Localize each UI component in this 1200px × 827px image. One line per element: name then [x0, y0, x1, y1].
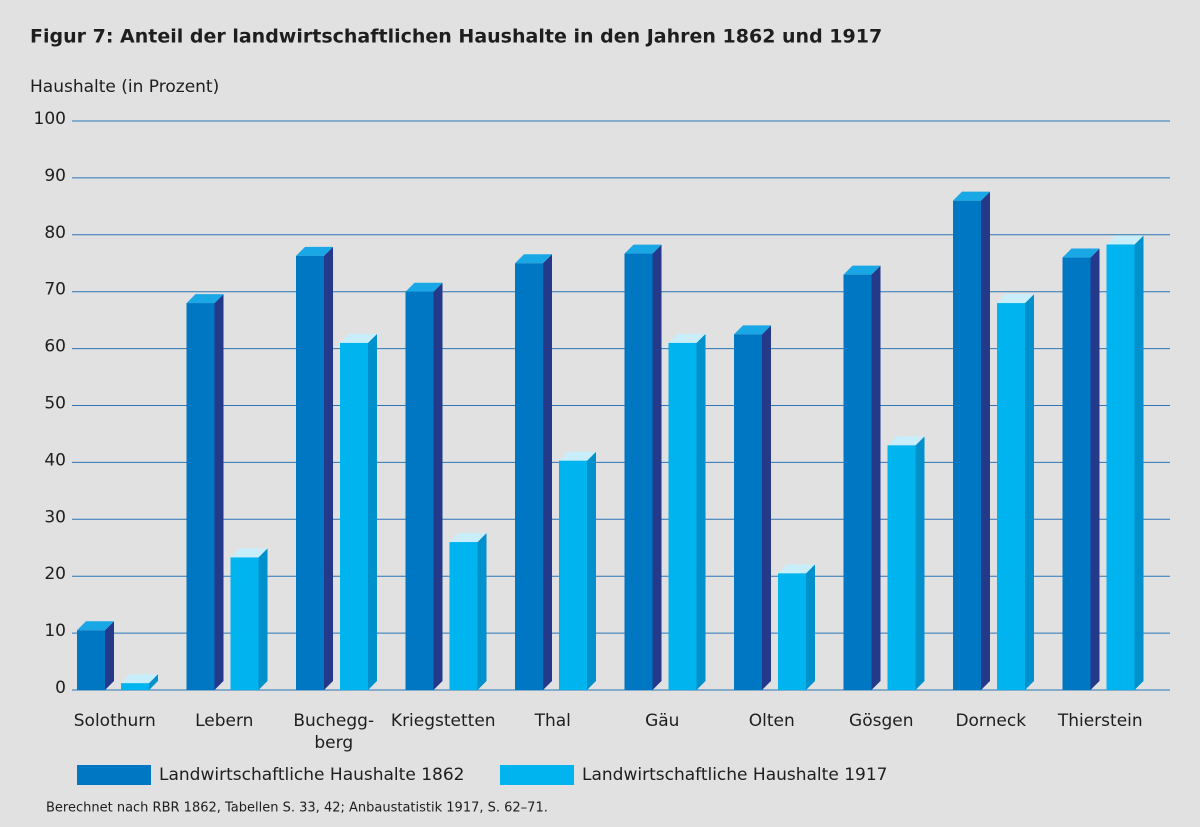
bar	[887, 445, 916, 690]
bar-top	[887, 436, 925, 446]
bar-top	[340, 333, 377, 343]
bar-side	[543, 254, 552, 690]
bar	[559, 460, 587, 690]
bar-side	[477, 533, 487, 690]
x-tick-label: Gösgen	[849, 711, 913, 731]
x-tick-label: Thierstein	[1057, 711, 1143, 731]
x-tick-label: Kriegstetten	[391, 711, 496, 731]
bar-top	[778, 564, 815, 574]
bar	[230, 557, 259, 690]
bar-side	[1025, 294, 1034, 690]
bar	[1062, 257, 1091, 690]
bar-side	[915, 436, 925, 690]
bar-side	[214, 294, 224, 690]
bar	[449, 542, 478, 690]
bar-side	[105, 621, 114, 690]
bar-side	[652, 244, 662, 690]
bar-top	[997, 294, 1034, 304]
x-tick-label: Olten	[749, 711, 795, 731]
y-tick-label: 50	[44, 394, 66, 414]
bar-top	[668, 333, 706, 343]
x-tick-label: Thal	[534, 711, 571, 731]
bar-top	[559, 451, 596, 461]
bar	[668, 342, 697, 690]
bar	[186, 303, 215, 690]
bar	[734, 334, 762, 690]
bar-top	[77, 621, 114, 631]
bar-side	[1134, 235, 1144, 690]
bar	[843, 274, 872, 690]
legend-swatch	[500, 765, 574, 785]
bar	[296, 255, 324, 690]
source-note: Berechnet nach RBR 1862, Tabellen S. 33,…	[46, 801, 548, 816]
bar	[997, 303, 1025, 690]
y-tick-label: 30	[44, 507, 66, 527]
x-tick-label: Solothurn	[74, 711, 156, 731]
bar-top	[1062, 248, 1100, 258]
x-tick-label: Dorneck	[955, 711, 1026, 731]
bar	[405, 291, 434, 690]
bar-side	[433, 282, 443, 690]
bar-top	[449, 533, 487, 543]
bar-side	[587, 451, 596, 690]
bar-top	[843, 265, 881, 275]
bar-top	[121, 674, 158, 684]
bar	[953, 200, 981, 690]
bar	[77, 630, 105, 690]
bar-side	[258, 548, 268, 690]
bar-top	[953, 191, 990, 201]
y-tick-label: 80	[44, 223, 66, 243]
y-tick-label: 0	[55, 678, 66, 698]
bar-top	[230, 548, 268, 558]
bar-side	[762, 325, 771, 690]
legend-label: Landwirtschaftliche Haushalte 1917	[582, 765, 887, 785]
bar-top	[515, 254, 552, 264]
x-tick-label: Gäu	[645, 711, 679, 731]
y-tick-label: 90	[44, 166, 66, 186]
bar-side	[149, 674, 158, 690]
bar-side	[324, 246, 333, 690]
bar-side	[806, 564, 815, 690]
chart-title: Figur 7: Anteil der landwirtschaftlichen…	[30, 26, 882, 48]
bar-side	[696, 333, 706, 690]
bar-top	[624, 244, 662, 254]
x-tick-label: Lebern	[195, 711, 253, 731]
bar-side	[981, 191, 990, 690]
bar-top	[186, 294, 224, 304]
bar-top	[1106, 235, 1144, 245]
y-tick-label: 60	[44, 337, 66, 357]
bar-side	[368, 333, 377, 690]
y-tick-label: 70	[44, 280, 66, 300]
legend-swatch	[77, 765, 151, 785]
bar-top	[405, 282, 443, 292]
y-tick-label: 100	[34, 109, 66, 129]
bar	[340, 342, 368, 690]
legend-label: Landwirtschaftliche Haushalte 1862	[159, 765, 464, 785]
bar-top	[734, 325, 771, 335]
y-axis-label: Haushalte (in Prozent)	[30, 77, 219, 97]
bar	[121, 683, 149, 690]
y-tick-label: 20	[44, 564, 66, 584]
bar-side	[1090, 248, 1100, 690]
y-tick-label: 40	[44, 450, 66, 470]
bar-side	[871, 265, 881, 690]
bar	[778, 573, 806, 690]
bar	[515, 263, 543, 690]
y-tick-label: 10	[44, 621, 66, 641]
x-tick-label: Buchegg-berg	[293, 711, 374, 753]
bar	[1106, 244, 1135, 690]
bar-top	[296, 246, 333, 256]
bar	[624, 253, 653, 690]
